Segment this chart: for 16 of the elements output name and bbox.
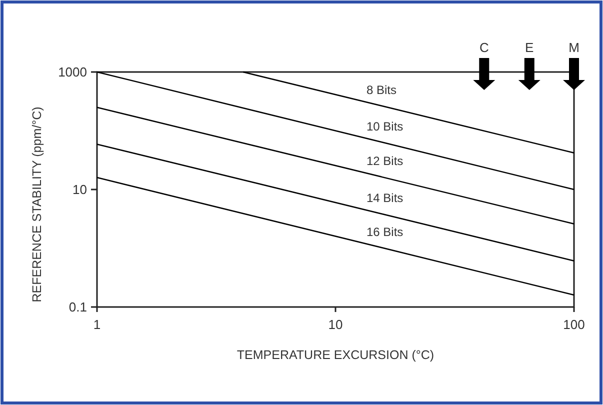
y-tick-label: 1000 bbox=[58, 64, 87, 80]
annotation: C bbox=[479, 40, 489, 55]
series-label: 16 Bits bbox=[366, 224, 404, 239]
series-label: 8 Bits bbox=[366, 83, 397, 98]
x-tick-label: 1 bbox=[93, 317, 101, 332]
annotation: E bbox=[525, 40, 534, 55]
x-tick-label: 100 bbox=[563, 317, 585, 332]
series-label: 10 Bits bbox=[366, 119, 404, 134]
annotation: M bbox=[568, 40, 580, 55]
series-label: 14 Bits bbox=[366, 191, 404, 206]
y-tick-label: 10 bbox=[72, 182, 87, 198]
series-label: 12 Bits bbox=[366, 154, 404, 168]
x-axis-title: TEMPERATURE EXCURSION (°C) bbox=[236, 348, 434, 362]
y-tick-label: 0.1 bbox=[68, 300, 87, 315]
x-tick-label: 10 bbox=[328, 317, 343, 332]
y-axis-title: REFERENCE STABILITY (ppm/°C) bbox=[30, 106, 44, 302]
